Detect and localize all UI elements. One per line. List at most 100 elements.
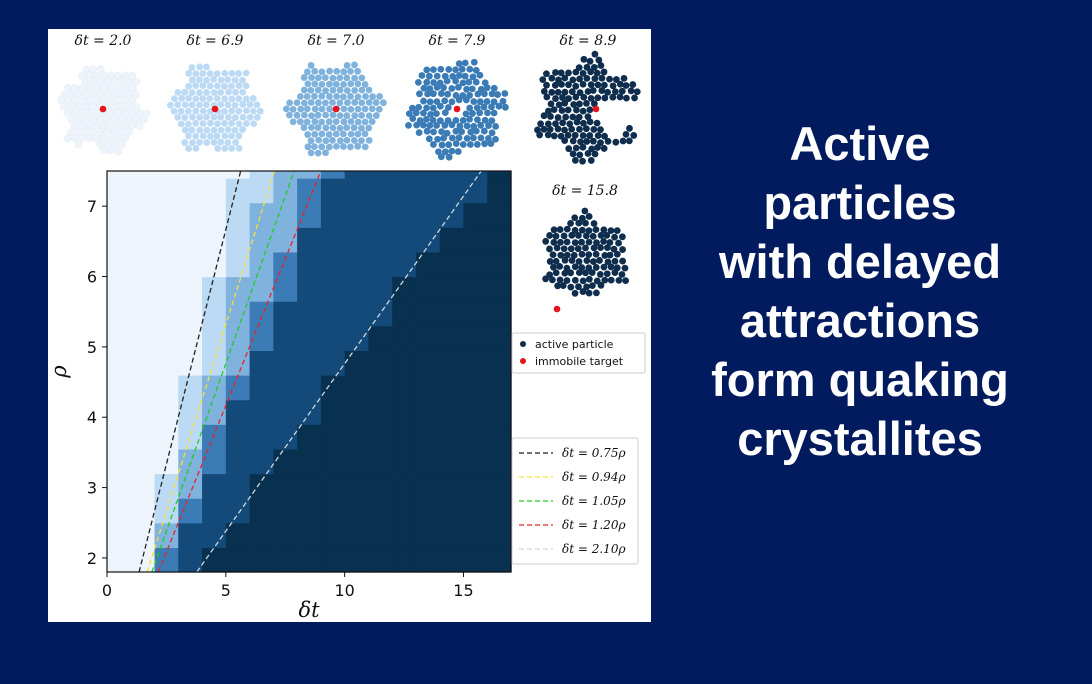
- snapshot-particle: [455, 72, 463, 79]
- snapshot-particle: [185, 132, 192, 140]
- snapshot-particle: [424, 90, 432, 98]
- heatmap-cell: [297, 325, 322, 351]
- snapshot-particle: [96, 65, 105, 73]
- guide-legend-box: [511, 437, 639, 565]
- snapshot-particle: [217, 88, 225, 96]
- heatmap-cell: [320, 498, 346, 524]
- snapshot-particle: [286, 111, 293, 119]
- snapshot-particle: [441, 121, 449, 129]
- heatmap-cell: [487, 522, 512, 548]
- heatmap-cell: [273, 325, 298, 351]
- snapshot-particle: [616, 93, 624, 101]
- heatmap-cell: [178, 375, 203, 401]
- heatmap-cell: [344, 498, 370, 524]
- snapshot-particle: [586, 57, 594, 65]
- snapshot-particle: [472, 66, 480, 74]
- heatmap-cell: [107, 301, 132, 327]
- heatmap-cell: [130, 498, 156, 524]
- snapshot-particle: [584, 88, 592, 95]
- snapshot-particle: [423, 115, 430, 123]
- heatmap-cell: [415, 350, 441, 376]
- snapshot-particle: [365, 112, 373, 120]
- heatmap-cell: [225, 547, 251, 573]
- snapshot-particle: [85, 84, 94, 92]
- target-particle: [592, 105, 600, 113]
- snapshot-particle: [563, 277, 571, 284]
- snapshot-particle: [615, 239, 622, 247]
- snapshot-particle: [607, 263, 615, 271]
- heatmap-cell: [130, 350, 156, 376]
- heatmap-cell: [463, 522, 488, 548]
- snapshot-particle: [88, 90, 97, 99]
- snapshot-particle: [595, 56, 603, 64]
- snapshot-particle: [253, 113, 261, 121]
- heatmap-cell: [202, 547, 227, 573]
- snapshot-particle: [344, 99, 351, 107]
- heatmap-cell: [154, 202, 179, 228]
- snapshot-particle: [210, 113, 218, 121]
- snapshot-particle: [556, 263, 564, 270]
- snapshot-particle: [568, 257, 576, 264]
- snapshot-particle: [582, 232, 590, 240]
- snapshot-particle: [311, 92, 318, 100]
- heatmap-cell: [202, 202, 227, 228]
- heatmap-cell: [178, 276, 203, 302]
- snapshot-particle: [217, 76, 225, 84]
- snapshot-particle: [563, 225, 571, 233]
- heatmap-cell: [249, 547, 274, 573]
- snapshot-particle: [340, 68, 348, 76]
- snapshot-particle: [560, 232, 568, 240]
- snapshot-particle: [543, 81, 550, 89]
- snapshot-particle: [332, 118, 340, 126]
- heatmap-cell: [344, 227, 370, 253]
- snapshot-particle: [619, 137, 627, 145]
- snapshot-particle: [228, 82, 235, 90]
- snapshot-particle: [593, 69, 601, 77]
- snapshot-particle: [499, 97, 507, 105]
- marker-legend: active particle immobile target: [511, 332, 646, 374]
- heatmap-cell: [130, 473, 156, 499]
- heatmap-cell: [178, 178, 203, 204]
- snapshot-particle: [308, 112, 315, 120]
- heatmap-cell: [392, 547, 417, 573]
- snapshot-particle: [585, 289, 593, 297]
- snapshot-particle: [77, 108, 86, 117]
- snapshot-particle: [572, 93, 580, 101]
- heatmap-cell: [439, 178, 465, 204]
- snapshot-particle: [427, 110, 435, 118]
- heatmap-cell: [154, 227, 179, 253]
- snapshot-particle: [118, 140, 126, 149]
- heatmap-cell: [344, 399, 370, 425]
- snapshot-particle: [591, 50, 599, 58]
- snapshot-particle: [611, 257, 619, 265]
- snapshot-particle: [476, 98, 484, 106]
- snapshot-particle: [585, 264, 593, 272]
- snapshot-particle: [466, 65, 474, 73]
- heatmap-cell: [392, 251, 417, 278]
- heatmap-cell: [273, 171, 298, 179]
- axes-layer: 0 5 10 15 2 3 4 5 6 7 δt ρ: [48, 197, 474, 622]
- heatmap-cell: [392, 325, 417, 351]
- snapshot-particle: [303, 118, 311, 126]
- snapshot-particle: [440, 134, 447, 142]
- snapshot-particle: [185, 69, 193, 77]
- snapshot-particle: [584, 113, 592, 121]
- heatmap-cell: [178, 325, 203, 351]
- snapshot-particle: [600, 68, 608, 76]
- target-particle: [553, 305, 561, 313]
- snapshot-particle: [128, 84, 137, 92]
- snapshot-particle: [622, 82, 630, 89]
- heatmap-cell: [178, 399, 203, 425]
- heatmap-cell: [273, 301, 298, 327]
- snapshot-particle: [228, 132, 235, 140]
- snapshot-particle: [607, 276, 615, 284]
- snapshot-particle: [589, 232, 597, 240]
- headline-line-3: with delayed: [718, 235, 1002, 288]
- snapshot-particle: [578, 238, 585, 246]
- snapshot-particle: [350, 124, 358, 132]
- snapshot-particle: [235, 70, 243, 77]
- snapshot-particle: [78, 133, 87, 142]
- snapshot-particle: [619, 257, 626, 265]
- snapshot-particle: [561, 88, 569, 96]
- heatmap-cell: [439, 399, 465, 425]
